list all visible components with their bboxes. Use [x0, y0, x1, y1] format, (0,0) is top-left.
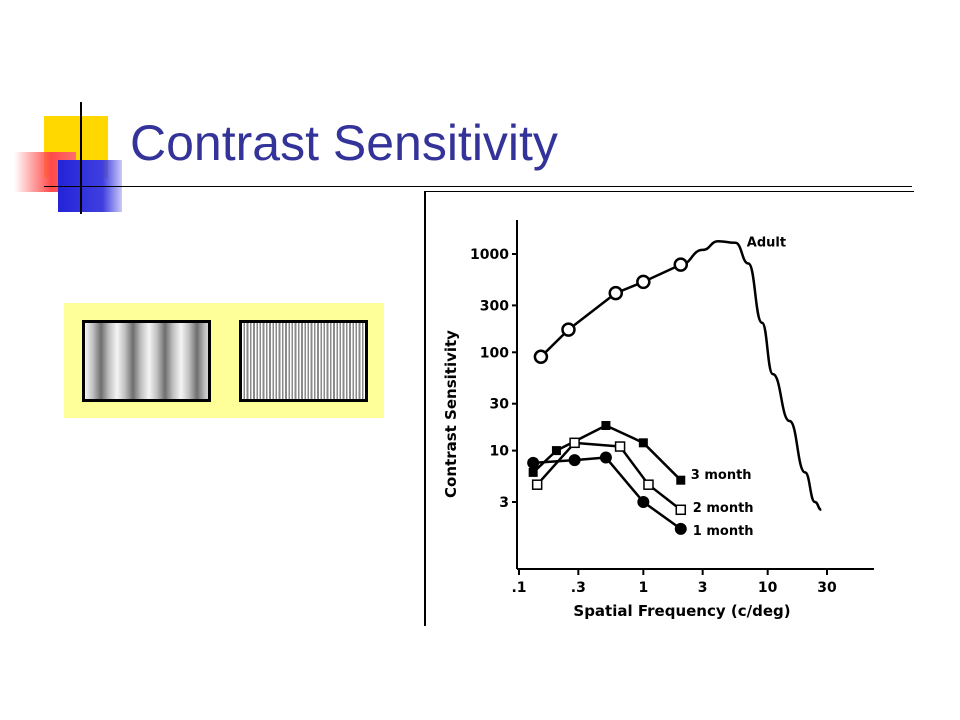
data-point-1-month [527, 456, 540, 469]
x-axis-title: Spatial Frequency (c/deg) [573, 602, 790, 620]
low-frequency-grating-image [82, 320, 211, 402]
data-point-2-month [531, 479, 543, 490]
data-point-1-month [568, 454, 581, 467]
chart-series-lines [532, 239, 822, 530]
data-point-2-month [569, 437, 580, 449]
data-point-3-month [601, 421, 611, 431]
chart-frame: 1000 300 100 30 10 3 .1 .3 1 3 10 30 Spatial Frequen… [424, 191, 914, 626]
x-tick-label: .1 [511, 580, 526, 596]
data-point-adult [673, 257, 689, 272]
y-tick-label: 1000 [470, 247, 509, 263]
series-line-adult [540, 263, 682, 358]
data-point-1-month [674, 522, 687, 535]
data-point-3-month [551, 446, 561, 456]
data-point-3-month [676, 475, 686, 485]
y-tick-label: 10 [490, 444, 510, 460]
x-tick-label: .3 [571, 580, 586, 596]
chart-series-markers [527, 257, 689, 535]
x-tick-label: 3 [698, 580, 708, 596]
data-point-3-month [638, 438, 648, 448]
x-tick-label: 30 [817, 580, 837, 596]
data-point-3-month [528, 467, 538, 477]
chart-axes [512, 220, 874, 575]
grating-panel [64, 303, 384, 418]
data-point-2-month [675, 504, 687, 516]
y-tick-label: 100 [480, 345, 509, 361]
data-point-adult [533, 349, 549, 365]
data-point-adult [561, 322, 576, 337]
series-label-1-month: 1 month [693, 524, 754, 539]
high-frequency-grating-image [239, 320, 368, 402]
x-tick-label: 10 [758, 580, 778, 596]
x-tick-label: 1 [638, 580, 648, 596]
slide-title: Contrast Sensitivity [130, 115, 558, 171]
series-curve-adult [680, 239, 822, 512]
series-label-adult: Adult [747, 236, 786, 251]
data-point-adult [608, 285, 624, 301]
data-point-1-month [599, 451, 612, 464]
deco-vertical-line [80, 102, 82, 214]
data-point-2-month [614, 441, 626, 452]
chart-labels: 1000 300 100 30 10 3 .1 .3 1 3 10 30 Spatial Frequen… [442, 236, 837, 620]
y-axis-title: Contrast Sensitivity [442, 330, 460, 498]
data-point-2-month [643, 479, 654, 490]
y-tick-label: 300 [480, 298, 509, 314]
y-tick-label: 3 [499, 495, 509, 511]
series-label-2-month: 2 month [693, 501, 754, 516]
series-label-3-month: 3 month [691, 468, 752, 483]
data-point-1-month [637, 496, 650, 508]
y-tick-label: 30 [490, 397, 510, 413]
data-point-adult [636, 274, 651, 290]
title-divider-line [44, 186, 912, 187]
contrast-sensitivity-chart: 1000 300 100 30 10 3 .1 .3 1 3 10 30 Spatial Frequen… [442, 220, 874, 620]
